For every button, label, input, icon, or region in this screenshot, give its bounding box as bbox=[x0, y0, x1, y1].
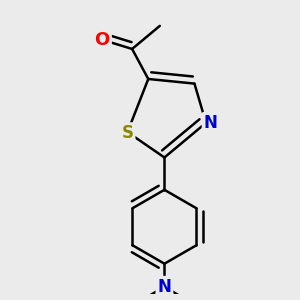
Text: O: O bbox=[94, 31, 110, 49]
Text: S: S bbox=[122, 124, 134, 142]
Text: N: N bbox=[158, 278, 171, 296]
Text: N: N bbox=[204, 114, 218, 132]
